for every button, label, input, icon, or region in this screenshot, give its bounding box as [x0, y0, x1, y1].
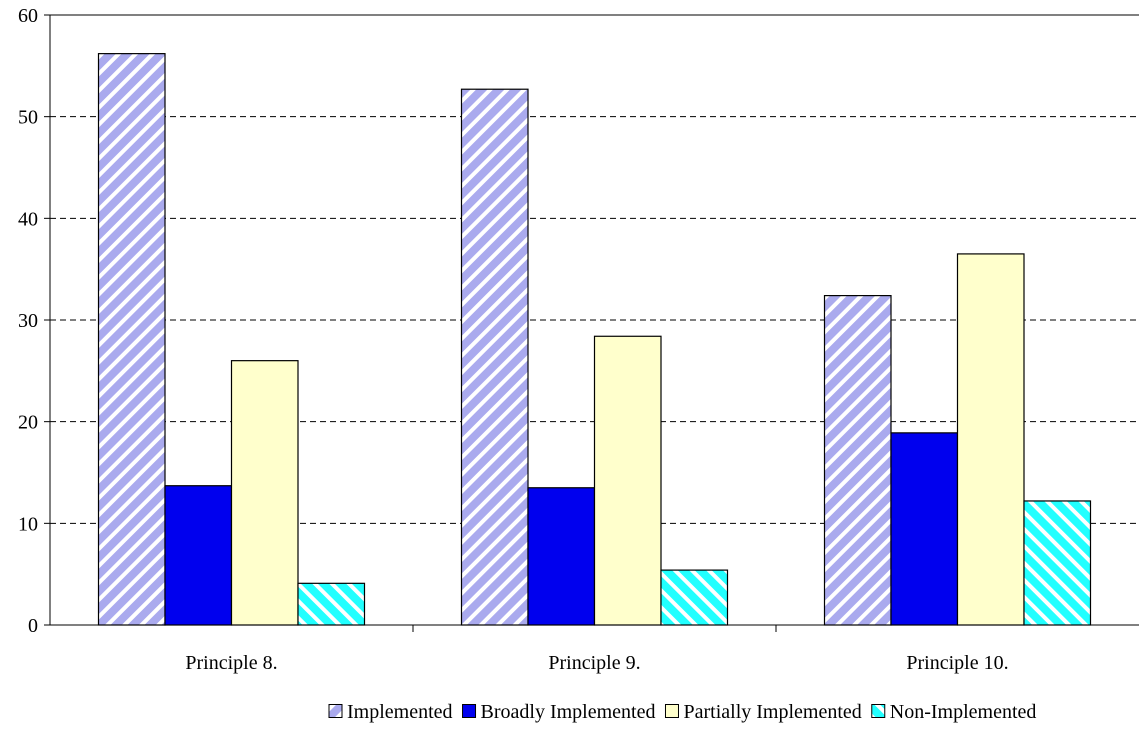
- y-tick-label: 50: [18, 107, 38, 129]
- bar: [527, 487, 596, 626]
- y-tick-label: 30: [18, 310, 38, 332]
- bar: [593, 335, 662, 626]
- y-tick-label: 60: [18, 5, 38, 27]
- x-tick-label: Principle 9.: [548, 652, 640, 674]
- y-tick-label: 40: [18, 208, 38, 230]
- bar: [460, 88, 529, 626]
- bar: [164, 485, 233, 626]
- legend-item: Broadly Implemented: [462, 701, 656, 723]
- bar: [97, 53, 166, 626]
- legend-swatch: [328, 704, 343, 718]
- legend-item: Partially Implemented: [664, 701, 862, 723]
- legend-label: Implemented: [347, 701, 453, 723]
- legend: Implemented Broadly Implemented Partially …: [328, 701, 1037, 723]
- legend-item: Implemented: [328, 701, 453, 723]
- bar: [956, 253, 1025, 626]
- bar: [660, 569, 729, 626]
- x-tick-label: Principle 10.: [906, 652, 1008, 674]
- bar: [230, 360, 299, 626]
- bar: [297, 582, 366, 626]
- legend-label: Non-Implemented: [890, 701, 1037, 723]
- legend-swatch: [664, 704, 679, 718]
- legend-swatch: [462, 704, 477, 718]
- legend-swatch: [871, 704, 886, 718]
- bar: [890, 432, 959, 626]
- bar: [1023, 500, 1092, 626]
- x-tick-label: Principle 8.: [185, 652, 277, 674]
- legend-item: Non-Implemented: [871, 701, 1037, 723]
- y-tick-label: 10: [18, 513, 38, 535]
- legend-label: Broadly Implemented: [481, 701, 656, 723]
- legend-label: Partially Implemented: [683, 701, 861, 723]
- y-tick-label: 0: [28, 615, 38, 637]
- bars: [97, 53, 1092, 626]
- y-tick-label: 20: [18, 412, 38, 434]
- bar: [823, 295, 892, 626]
